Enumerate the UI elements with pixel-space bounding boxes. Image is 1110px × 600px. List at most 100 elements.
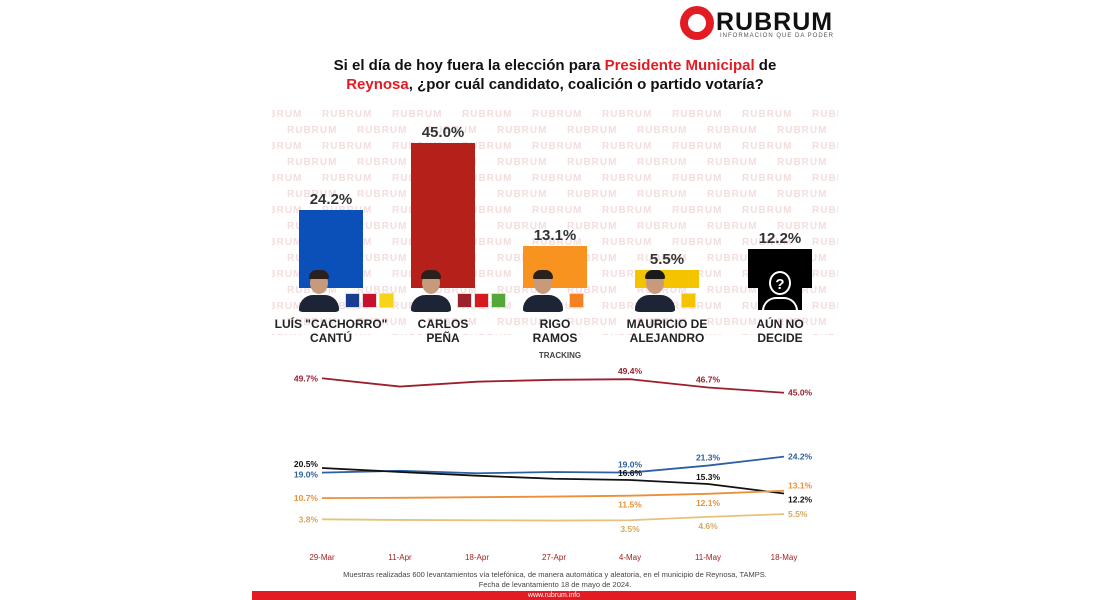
watermark-text: RUBRUM	[672, 301, 723, 312]
bar-value-label: 5.5%	[649, 251, 685, 269]
tracking-data-label: 4.6%	[698, 521, 718, 531]
party-logo-pvem-icon	[491, 293, 506, 308]
photo-body-shape	[523, 295, 563, 312]
watermark-text: RUBRUM	[532, 173, 583, 184]
watermark-text: RUBRUM	[497, 157, 548, 168]
footer-bar: www.rubrum.info	[252, 591, 856, 600]
tracking-data-label: 16.6%	[618, 468, 643, 478]
watermark-text: RUBRUM	[462, 173, 513, 184]
watermark-text: RUBRUM	[707, 253, 758, 264]
tracking-data-label: 11.5%	[618, 500, 642, 510]
watermark-text: RUBRUM	[357, 253, 408, 264]
watermark-text: RUBRUM	[637, 157, 688, 168]
undecided-silhouette-icon: ?	[758, 266, 802, 310]
tracking-series-line	[321, 467, 785, 495]
watermark-text: RUBRUM	[532, 205, 583, 216]
watermark-text: RUBRUM	[532, 333, 582, 335]
tracking-data-label: 19.0%	[294, 470, 319, 480]
watermark-text: RUBRUM	[602, 333, 652, 335]
watermark-text: RUBRUM	[567, 125, 618, 136]
tracking-data-label: 49.7%	[294, 373, 319, 383]
watermark-text: RUBRUM	[672, 205, 723, 216]
tracking-data-label: 19.0%	[618, 460, 643, 470]
watermark-text: RUBRUM	[602, 109, 653, 120]
tracking-data-label: 49.4%	[618, 366, 643, 376]
tracking-data-label: 3.8%	[299, 514, 319, 524]
tracking-series-line	[321, 377, 785, 394]
watermark-text: RUBRUM	[707, 125, 758, 136]
watermark-text: RUBRUM	[272, 269, 303, 280]
tracking-data-label: 20.5%	[294, 459, 319, 469]
candidate-photo	[633, 268, 677, 312]
tracking-data-label: 5.5%	[788, 509, 808, 519]
survey-question: Si el día de hoy fuera la elección para …	[272, 56, 838, 94]
watermark-text: RUBRUM	[742, 109, 793, 120]
watermark-text: RUBRUM	[322, 141, 373, 152]
watermark-text: RUBRUM	[602, 173, 653, 184]
watermark-text: RUBRUM	[707, 221, 758, 232]
photo-body-shape	[635, 295, 675, 312]
watermark-text: RUBRUM	[392, 109, 443, 120]
tracking-data-label: 10.7%	[294, 493, 319, 503]
watermark-text: RUBRUM	[357, 317, 408, 328]
watermark-text: RUBRUM	[812, 205, 838, 216]
watermark-text: RUBRUM	[567, 157, 618, 168]
tracking-data-label: 13.1%	[788, 481, 813, 491]
tracking-x-tick-label: 11-May	[695, 553, 721, 562]
watermark-text: RUBRUM	[777, 157, 828, 168]
website-link[interactable]: www.rubrum.info	[527, 592, 581, 599]
watermark-text: RUBRUM	[777, 317, 828, 328]
bar	[411, 143, 475, 288]
watermark-text: RUBRUM	[322, 173, 373, 184]
watermark-text: RUBRUM	[707, 285, 758, 296]
tracking-x-tick-label: 11-Apr	[388, 553, 412, 562]
watermark-text: RUBRUM	[602, 141, 653, 152]
watermark-text: RUBRUM	[532, 237, 583, 248]
party-logo-pt-icon	[474, 293, 489, 308]
party-logo-mc-icon	[569, 293, 584, 308]
watermark-text: RUBRUM	[532, 109, 583, 120]
watermark-text: RUBRUM	[462, 269, 513, 280]
question-part3: , ¿por cuál candidato, coalición o parti…	[408, 76, 764, 93]
watermark-text: RUBRUM	[497, 125, 548, 136]
watermark-text: RUBRUM	[812, 301, 838, 312]
watermark-text: RUBRUM	[637, 221, 688, 232]
candidate-name: MAURICIO DE ALEJANDRO	[626, 317, 708, 345]
watermark-text: RUBRUM	[742, 333, 792, 335]
watermark-text: RUBRUM	[567, 285, 618, 296]
bar-value-label: 45.0%	[421, 124, 465, 141]
watermark-text: RUBRUM	[777, 189, 828, 200]
question-part1: Si el día de hoy fuera la elección para	[333, 57, 605, 74]
watermark-text: RUBRUM	[777, 125, 828, 136]
watermark-text: RUBRUM	[462, 333, 512, 335]
watermark-text: RUBRUM	[272, 173, 303, 184]
candidate-name: CARLOS PEÑA	[417, 317, 469, 345]
bar-value-label: 13.1%	[533, 226, 577, 244]
watermark-text: RUBRUM	[272, 333, 302, 335]
watermark-text: RUBRUM	[462, 109, 513, 120]
watermark-text: RUBRUM	[357, 285, 408, 296]
watermark-text: RUBRUM	[742, 141, 793, 152]
photo-hair-shape	[421, 270, 441, 279]
watermark-text: RUBRUM	[427, 125, 478, 136]
question-part2: de	[754, 57, 777, 74]
candidate-photo	[409, 268, 453, 312]
tracking-data-label: 24.2%	[788, 452, 813, 462]
watermark-text: RUBRUM	[357, 157, 408, 168]
watermark-text: RUBRUM	[272, 237, 303, 248]
watermark-text: RUBRUM	[637, 253, 688, 264]
watermark-text: RUBRUM	[602, 205, 653, 216]
photo-hair-shape	[309, 270, 329, 279]
watermark-text: RUBRUM	[567, 189, 618, 200]
rubrum-logo: RUBRUM INFORMACION QUE DA PODER	[680, 6, 850, 40]
tracking-data-label: 12.1%	[696, 498, 721, 508]
question-mark-icon: ?	[769, 271, 791, 295]
footnote-line-2: Fecha de levantamiento 18 de mayo de 202…	[478, 580, 632, 589]
party-logo-prd-icon	[379, 293, 394, 308]
bar	[523, 245, 587, 288]
watermark-text: RUBRUM	[322, 333, 372, 335]
tracking-series-line	[321, 513, 785, 522]
party-logo-pri-icon	[362, 293, 377, 308]
candidate-photo	[521, 268, 565, 312]
